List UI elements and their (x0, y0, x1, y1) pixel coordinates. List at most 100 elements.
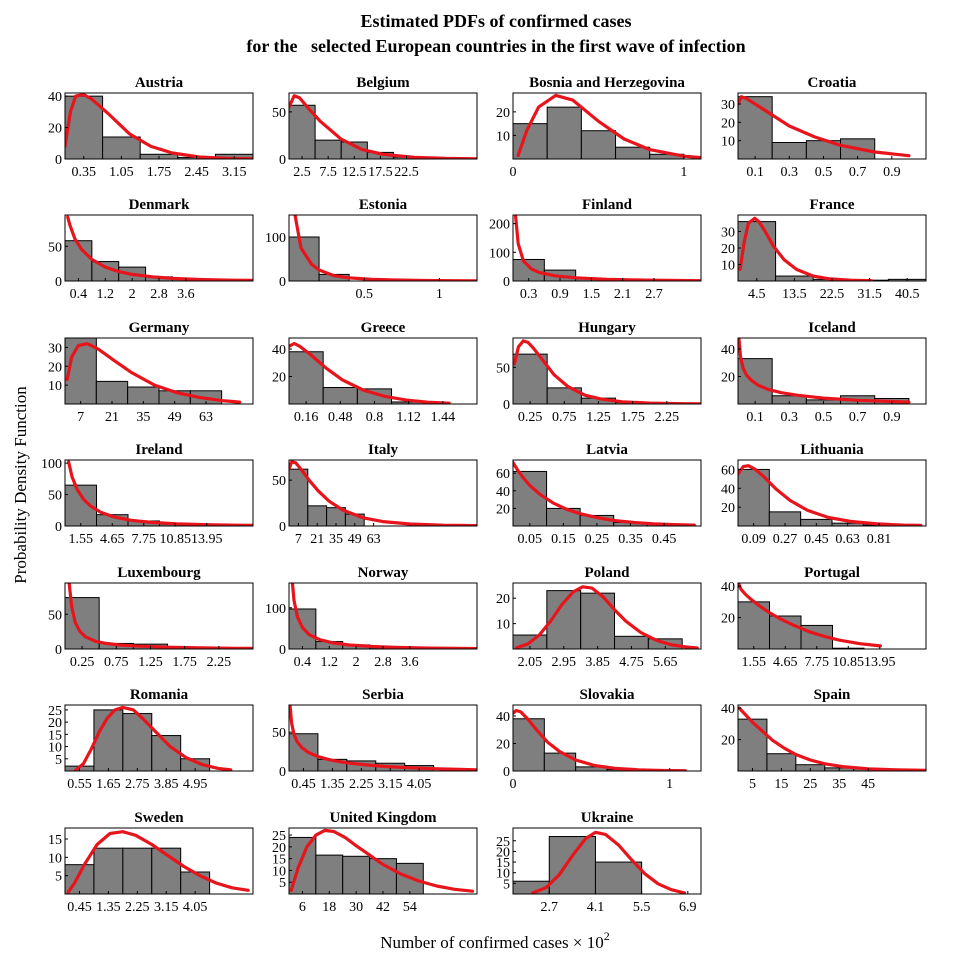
panel-title-poland: Poland (584, 565, 630, 581)
x-tick-label-greece-0: 0.16 (294, 410, 319, 425)
x-tick-label-ireland-2: 7.75 (132, 532, 157, 547)
axes-box-spain (737, 704, 927, 772)
x-tick-label-germany-4: 63 (199, 410, 213, 425)
bar-sweden-5 (180, 871, 211, 894)
x-tick-label-hungary-4: 2.25 (655, 410, 680, 425)
x-tick-label-estonia-1: 1 (436, 287, 443, 302)
x-tick-label-ireland-1: 4.65 (100, 532, 125, 547)
panel-bosnia-and-herzegovina: Bosnia and Herzegovina 0 1 10 20 (496, 75, 702, 180)
x-tick-label-romania-2: 2.75 (125, 777, 150, 792)
x-axis-label-exponent: 2 (604, 929, 610, 943)
x-tick-label-poland-4: 5.65 (653, 655, 678, 670)
panel-greece: Greece 0.16 0.48 0.8 1.12 1.44 20 40 (272, 320, 478, 425)
pdf-curve-croatia (738, 95, 911, 158)
bar-hungary-2 (546, 387, 582, 404)
x-tick-label-united-kingdom-4: 54 (403, 900, 417, 915)
y-tick-label-denmark-1: 50 (48, 240, 62, 255)
x-tick-label-ukraine-2: 5.5 (633, 900, 651, 915)
axes-box-lithuania (737, 459, 927, 527)
pdf-curve-portugal (738, 583, 882, 648)
axes-box-sweden (64, 827, 254, 895)
panel-estonia: Estonia 0.5 1 0 100 (265, 197, 478, 302)
x-tick-label-luxembourg-1: 0.75 (104, 655, 129, 670)
x-tick-label-sweden-2: 2.25 (125, 900, 150, 915)
y-tick-label-bosnia-and-herzegovina-1: 20 (496, 106, 510, 121)
y-tick-label-ireland-1: 50 (48, 489, 62, 504)
x-tick-label-united-kingdom-3: 42 (376, 900, 390, 915)
x-tick-label-poland-3: 4.75 (619, 655, 644, 670)
y-tick-label-slovakia-1: 20 (496, 738, 510, 753)
x-tick-label-sweden-1: 1.35 (96, 900, 121, 915)
x-tick-label-finland-4: 2.7 (645, 287, 663, 302)
x-tick-label-serbia-2: 2.25 (349, 777, 374, 792)
y-tick-label-romania-0: 5 (55, 753, 62, 768)
y-tick-label-greece-1: 40 (272, 343, 286, 358)
x-tick-label-poland-1: 2.95 (552, 655, 577, 670)
y-tick-label-romania-3: 20 (48, 716, 62, 731)
axes-box-luxembourg (64, 582, 254, 650)
x-tick-label-denmark-2: 2 (129, 287, 136, 302)
x-tick-label-greece-4: 1.44 (431, 410, 456, 425)
x-tick-label-finland-2: 1.5 (583, 287, 601, 302)
x-tick-label-austria-4: 3.15 (222, 165, 247, 180)
x-tick-label-norway-1: 1.2 (321, 655, 339, 670)
x-tick-label-germany-0: 7 (77, 410, 84, 425)
x-tick-label-greece-3: 1.12 (396, 410, 421, 425)
x-tick-label-greece-1: 0.48 (328, 410, 353, 425)
panel-title-hungary: Hungary (578, 320, 636, 336)
figure-title-line-2: for the selected European countries in t… (246, 36, 745, 56)
x-tick-label-serbia-4: 4.05 (407, 777, 432, 792)
x-tick-label-lithuania-3: 0.63 (835, 532, 860, 547)
x-tick-label-serbia-0: 0.45 (291, 777, 316, 792)
panel-title-greece: Greece (361, 320, 406, 336)
x-tick-label-portugal-1: 4.65 (773, 655, 798, 670)
y-tick-label-estonia-1: 100 (265, 231, 286, 246)
x-tick-label-croatia-1: 0.3 (781, 165, 799, 180)
panel-serbia: Serbia 0.45 1.35 2.25 3.15 4.05 0 50 (272, 687, 478, 792)
x-axis-label: Number of confirmed cases × 102 (380, 929, 609, 952)
panel-title-iceland: Iceland (808, 320, 856, 336)
axes-box-bosnia-and-herzegovina (512, 92, 702, 160)
axes-box-romania (64, 704, 254, 772)
y-tick-label-ireland-0: 0 (55, 520, 62, 535)
y-tick-label-serbia-0: 0 (279, 765, 286, 780)
x-tick-label-lithuania-2: 0.45 (804, 532, 829, 547)
panel-title-lithuania: Lithuania (800, 442, 864, 458)
x-tick-label-spain-3: 35 (832, 777, 846, 792)
x-tick-label-spain-4: 45 (861, 777, 875, 792)
x-tick-label-norway-4: 3.6 (401, 655, 419, 670)
bar-spain-1 (738, 718, 768, 771)
panel-austria: Austria 0.35 1.05 1.75 2.45 3.15 0 20 40 (48, 75, 254, 180)
x-tick-label-ukraine-1: 4.1 (587, 900, 605, 915)
y-tick-label-ireland-2: 100 (41, 457, 62, 472)
pdf-curve-bosnia-and-herzegovina (516, 93, 701, 159)
x-tick-label-lithuania-0: 0.09 (741, 532, 766, 547)
x-axis-label-text: Number of confirmed cases × 10 (380, 933, 603, 952)
panel-norway: Norway 0.4 1.2 2 2.8 3.6 0 100 (265, 565, 478, 670)
panel-title-portugal: Portugal (804, 565, 860, 581)
axes-box-poland (512, 582, 702, 650)
y-tick-label-estonia-0: 0 (279, 275, 286, 290)
bar-croatia-1 (738, 96, 773, 159)
x-tick-label-finland-3: 2.1 (614, 287, 632, 302)
bar-estonia-1 (289, 236, 320, 281)
y-tick-label-denmark-0: 0 (55, 275, 62, 290)
x-tick-label-portugal-2: 7.75 (805, 655, 830, 670)
x-tick-label-luxembourg-4: 2.25 (207, 655, 232, 670)
panel-title-ukraine: Ukraine (581, 810, 634, 826)
pdf-curve-latvia (513, 461, 696, 526)
panel-title-germany: Germany (129, 320, 190, 336)
panel-title-serbia: Serbia (362, 687, 404, 703)
x-tick-label-sweden-0: 0.45 (67, 900, 92, 915)
panel-title-denmark: Denmark (129, 197, 190, 213)
bar-spain-2 (766, 753, 797, 771)
x-tick-label-iceland-1: 0.3 (781, 410, 799, 425)
pdf-curve-ireland (66, 460, 253, 526)
y-tick-label-austria-0: 0 (55, 153, 62, 168)
axes-box-ukraine (512, 827, 702, 895)
y-tick-label-united-kingdom-4: 25 (272, 829, 286, 844)
panel-italy: Italy 7 21 35 49 63 0 50 (272, 442, 478, 547)
axes-box-greece (288, 337, 478, 405)
y-tick-label-croatia-2: 30 (721, 98, 735, 113)
